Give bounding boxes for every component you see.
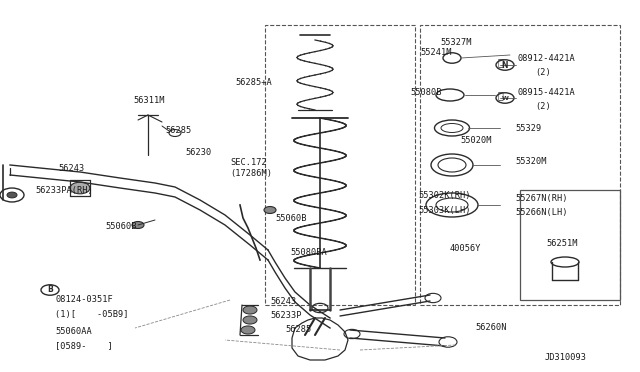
Text: 55267N(RH): 55267N(RH) (515, 193, 568, 202)
Circle shape (241, 326, 255, 334)
Text: 55060B: 55060B (105, 221, 136, 231)
Text: 55266N(LH): 55266N(LH) (515, 208, 568, 217)
Text: N: N (502, 61, 508, 70)
Text: JD310093: JD310093 (545, 353, 587, 362)
Text: 55329: 55329 (515, 124, 541, 132)
Circle shape (264, 206, 276, 214)
Circle shape (243, 306, 257, 314)
Text: SEC.172
(17286M): SEC.172 (17286M) (230, 158, 272, 178)
Text: 56233PA(RH): 56233PA(RH) (35, 186, 93, 195)
Text: 55302K(RH): 55302K(RH) (418, 190, 470, 199)
Text: 56251M: 56251M (547, 238, 578, 247)
Circle shape (70, 182, 90, 194)
Text: 56260N: 56260N (475, 324, 506, 333)
Text: 56243: 56243 (58, 164, 84, 173)
Text: 55241M: 55241M (420, 48, 451, 57)
Text: 55020M: 55020M (460, 135, 492, 144)
Text: 55060B: 55060B (275, 214, 307, 222)
Text: ⓝ: ⓝ (498, 57, 504, 67)
Text: (2): (2) (535, 67, 551, 77)
Text: 55320M: 55320M (515, 157, 547, 167)
Text: 08124-0351F: 08124-0351F (55, 295, 113, 305)
Text: 56230: 56230 (185, 148, 211, 157)
Text: B: B (47, 285, 53, 295)
Text: 08912-4421A: 08912-4421A (518, 54, 576, 62)
Text: ⓦ: ⓦ (498, 90, 504, 100)
Text: W: W (502, 96, 508, 100)
Text: 55060AA: 55060AA (55, 327, 92, 337)
Text: 56311M: 56311M (133, 96, 164, 105)
Text: 56233P: 56233P (270, 311, 301, 321)
Text: (2): (2) (535, 102, 551, 110)
Bar (265, 25, 415, 305)
Text: 56243: 56243 (270, 298, 296, 307)
Text: (1)[    -05B9]: (1)[ -05B9] (55, 311, 129, 320)
Text: 55303K(LH): 55303K(LH) (418, 205, 470, 215)
Text: 56285+A: 56285+A (235, 77, 272, 87)
Text: 56285: 56285 (285, 326, 311, 334)
Bar (420, 25, 620, 305)
Text: [0589-    ]: [0589- ] (55, 341, 113, 350)
Bar (520, 190, 620, 300)
Circle shape (7, 192, 17, 198)
Text: 56285: 56285 (165, 125, 191, 135)
Text: 55080BA: 55080BA (290, 247, 327, 257)
Circle shape (132, 221, 144, 228)
Text: 55080B: 55080B (410, 87, 442, 96)
Circle shape (243, 316, 257, 324)
Text: 40056Y: 40056Y (450, 244, 481, 253)
Text: 55327M: 55327M (440, 38, 472, 46)
Text: 08915-4421A: 08915-4421A (518, 87, 576, 96)
